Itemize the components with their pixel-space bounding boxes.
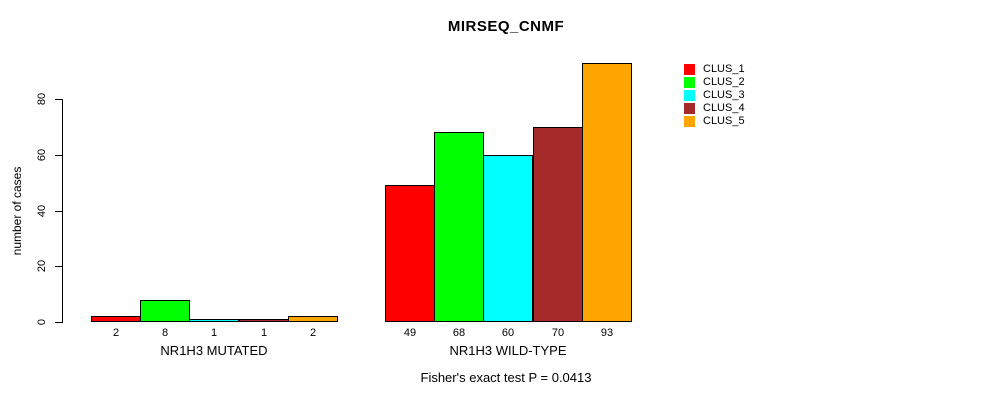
bar-value-label: 8 <box>161 327 169 339</box>
bar-nr1h3-mutated-clus_2 <box>140 300 190 322</box>
legend-swatch-clus_1 <box>684 64 695 75</box>
bar-value-label: 60 <box>501 327 515 339</box>
bar-nr1h3-wild-type-clus_4 <box>533 127 583 322</box>
bar-value-label: 2 <box>112 327 120 339</box>
y-axis-tick <box>55 211 62 212</box>
bar-value-label: 68 <box>452 327 466 339</box>
fisher-test-annotation: Fisher's exact test P = 0.0413 <box>420 370 592 385</box>
y-axis-tick <box>55 266 62 267</box>
bar-nr1h3-wild-type-clus_5 <box>582 63 632 322</box>
legend-swatch-clus_2 <box>684 77 695 88</box>
bar-nr1h3-mutated-clus_5 <box>288 316 338 322</box>
x-group-label: NR1H3 WILD-TYPE <box>449 343 567 358</box>
bar-value-label: 49 <box>403 327 417 339</box>
bar-value-label: 93 <box>600 327 614 339</box>
y-axis-title: number of cases <box>10 166 24 256</box>
y-axis-tick-label: 60 <box>36 148 48 162</box>
bar-value-label: 70 <box>551 327 565 339</box>
y-axis-tick-label: 20 <box>36 259 48 273</box>
bar-value-label: 1 <box>210 327 218 339</box>
legend-swatch-clus_3 <box>684 90 695 101</box>
legend-swatch-clus_4 <box>684 103 695 114</box>
y-axis-tick-label: 80 <box>36 92 48 106</box>
legend-label: CLUS_5 <box>703 115 745 127</box>
bar-nr1h3-wild-type-clus_3 <box>483 155 533 322</box>
bar-nr1h3-wild-type-clus_1 <box>385 185 435 322</box>
y-axis-tick-label: 0 <box>36 318 48 326</box>
y-axis-line <box>62 99 63 323</box>
bar-nr1h3-wild-type-clus_2 <box>434 132 484 322</box>
y-axis-tick-label: 40 <box>36 204 48 218</box>
chart-title: MIRSEQ_CNMF <box>447 18 565 35</box>
y-axis-tick <box>55 322 62 323</box>
bar-nr1h3-mutated-clus_1 <box>91 316 141 322</box>
legend-label: CLUS_3 <box>703 89 745 101</box>
legend-label: CLUS_2 <box>703 76 745 88</box>
legend-label: CLUS_4 <box>703 102 745 114</box>
y-axis-tick <box>55 155 62 156</box>
y-axis-tick <box>55 99 62 100</box>
bar-nr1h3-mutated-clus_3 <box>189 319 239 322</box>
x-group-label: NR1H3 MUTATED <box>160 343 268 358</box>
legend-swatch-clus_5 <box>684 116 695 127</box>
legend-label: CLUS_1 <box>703 63 745 75</box>
bar-nr1h3-mutated-clus_4 <box>239 319 289 322</box>
bar-value-label: 1 <box>260 327 268 339</box>
bar-value-label: 2 <box>309 327 317 339</box>
